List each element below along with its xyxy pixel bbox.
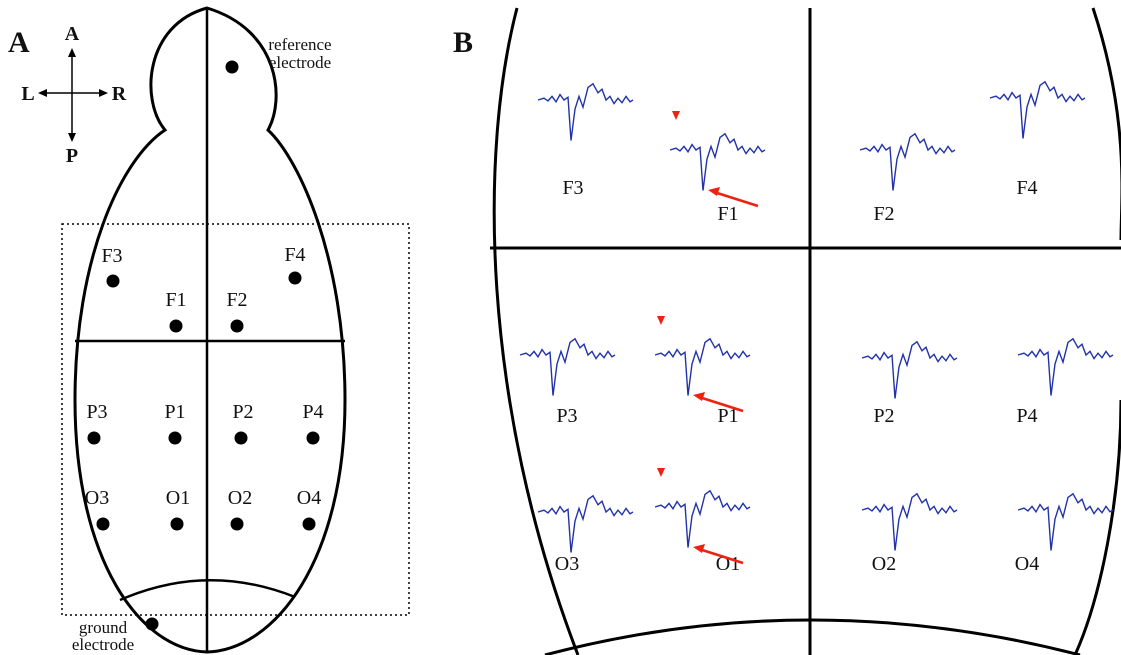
ground-label: electrode	[72, 635, 134, 654]
electrode-label: P4	[302, 401, 323, 423]
eeg-trace	[862, 494, 957, 551]
electrode-label: P2	[232, 401, 253, 423]
peak-marker	[657, 316, 665, 325]
compass-left: L	[21, 83, 34, 105]
arrowhead	[693, 392, 705, 401]
trace-label: O2	[872, 553, 896, 575]
trace-label: P4	[1016, 405, 1037, 427]
electrode	[303, 518, 316, 531]
trace-label: P2	[873, 405, 894, 427]
electrode	[289, 272, 302, 285]
eeg-trace	[1018, 494, 1113, 551]
electrode	[307, 432, 320, 445]
electrode-label: O4	[297, 487, 321, 509]
electrode-label: F1	[165, 289, 186, 311]
reference-electrode	[226, 61, 239, 74]
eeg-trace	[538, 496, 633, 553]
electrode-label: P3	[86, 401, 107, 423]
electrode	[235, 432, 248, 445]
electrode	[88, 432, 101, 445]
eeg-trace	[670, 134, 765, 191]
eeg-trace	[655, 339, 750, 396]
electrode	[231, 320, 244, 333]
trace-label: F2	[873, 203, 894, 225]
eeg-trace	[860, 134, 955, 191]
trace-label: F3	[562, 177, 583, 199]
trace-label: F4	[1016, 177, 1037, 199]
electrode-label: F4	[284, 244, 305, 266]
trace-label: O4	[1015, 553, 1039, 575]
electrode-label: O1	[166, 487, 190, 509]
electrode	[170, 320, 183, 333]
eeg-trace	[538, 84, 633, 141]
panel-label: B	[453, 26, 473, 59]
electrode-label: F3	[101, 245, 122, 267]
electrode	[97, 518, 110, 531]
compass-down: P	[66, 145, 78, 167]
electrode-label: P1	[164, 401, 185, 423]
outline-right	[1075, 400, 1121, 655]
outline-bottom	[545, 620, 1080, 655]
reference-label: electrode	[269, 53, 331, 72]
outline-right	[1093, 8, 1121, 240]
electrode	[231, 518, 244, 531]
peak-marker	[657, 468, 665, 477]
arrowhead	[693, 544, 705, 553]
eeg-trace	[862, 342, 957, 399]
eeg-trace	[655, 491, 750, 548]
eeg-trace	[520, 339, 615, 396]
figure: A A L R P reference electrode ground ele…	[0, 0, 1121, 655]
trace-label: P3	[556, 405, 577, 427]
panel-label: A	[8, 26, 30, 59]
trace-label: F1	[717, 203, 738, 225]
electrode	[107, 275, 120, 288]
compass-right: R	[112, 83, 127, 105]
reference-label: reference	[268, 35, 331, 54]
compass	[38, 48, 108, 142]
ground-electrode	[146, 618, 159, 631]
electrode	[169, 432, 182, 445]
arrowhead	[708, 187, 720, 196]
electrode-label: F2	[226, 289, 247, 311]
peak-marker	[672, 111, 680, 120]
electrode-label: O2	[228, 487, 252, 509]
trace-label: O3	[555, 553, 579, 575]
electrode	[171, 518, 184, 531]
eeg-trace	[1018, 339, 1113, 396]
eeg-trace	[990, 82, 1085, 139]
compass-up: A	[65, 23, 80, 45]
electrode-label: O3	[85, 487, 109, 509]
